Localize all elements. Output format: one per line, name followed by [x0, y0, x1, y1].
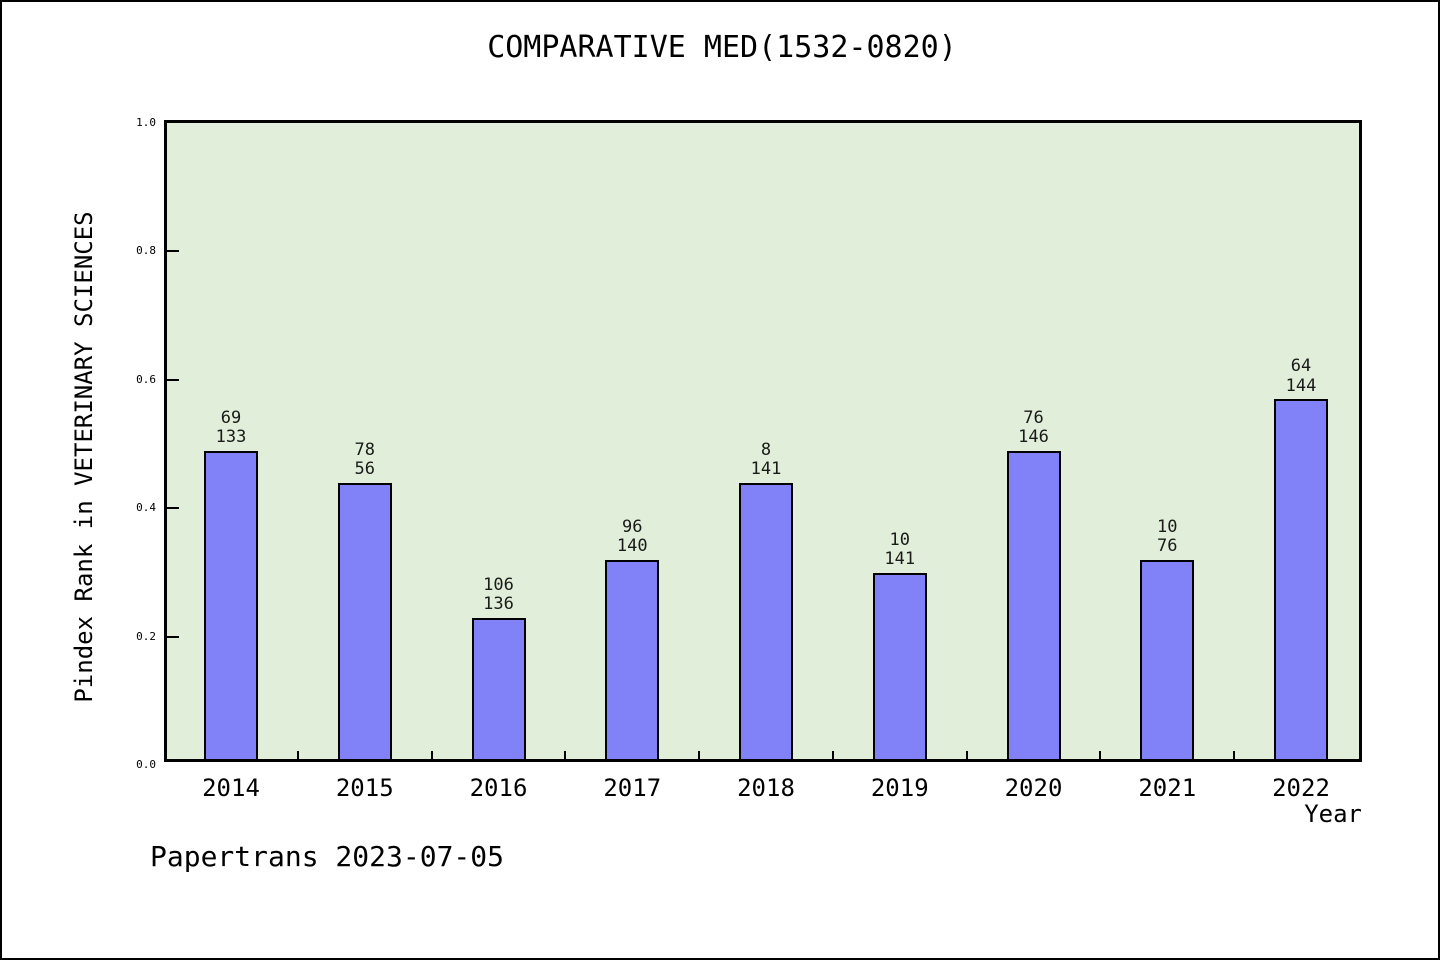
x-tick-label-2018: 2018: [737, 774, 795, 802]
bar-value-line: 8: [760, 439, 772, 460]
bar-value-label-2015: 78 56: [354, 439, 375, 480]
x-minor-tick: [430, 751, 433, 759]
y-tick-mark: [167, 507, 179, 510]
bar-value-line: 141: [884, 549, 916, 570]
y-tick-mark: [167, 250, 179, 253]
bar-2022: [1274, 399, 1328, 759]
bar-value-line: 144: [1285, 375, 1317, 396]
bar-2016: [471, 617, 526, 759]
bar-value-line: 64: [1290, 356, 1312, 377]
bar-value-label-2018: 8 141: [750, 439, 782, 480]
bar-value-line: 106: [483, 574, 514, 595]
chart-title: COMPARATIVE MED(1532-0820): [487, 30, 957, 65]
x-minor-tick: [564, 751, 567, 759]
bar-2015: [337, 482, 392, 759]
bar-value-label-2016: 106 136: [483, 574, 514, 615]
bar-value-label-2021: 10 76: [1157, 516, 1178, 557]
x-minor-tick: [965, 751, 968, 759]
x-tick-label-2017: 2017: [603, 774, 662, 802]
plot-area: 69 133 78 56 106 136 96 140 8 141 10 141 76 146 10 76 64…: [164, 120, 1362, 762]
x-minor-tick: [1233, 751, 1236, 759]
x-minor-tick: [698, 751, 701, 759]
bar-value-line: 141: [750, 459, 782, 480]
bar-value-label-2020: 76 146: [1018, 407, 1049, 448]
y-tick-mark: [167, 635, 179, 638]
footer-text: Papertrans 2023-07-05: [150, 840, 505, 873]
x-tick-label-2019: 2019: [870, 774, 929, 802]
bar-value-line: 78: [354, 439, 375, 460]
y-tick-label: 0.6: [136, 372, 156, 386]
bar-value-line: 133: [215, 427, 247, 448]
x-minor-tick: [831, 751, 834, 759]
bar-value-label-2017: 96 140: [616, 516, 648, 557]
bar-value-label-2022: 64 144: [1286, 357, 1317, 396]
y-tick-label: 0.4: [136, 501, 156, 515]
bar-value-line: 10: [889, 529, 910, 550]
y-tick-label: 1.0: [136, 116, 156, 129]
bar-value-line: 10: [1157, 516, 1178, 537]
x-tick-label-2014: 2014: [202, 774, 260, 802]
y-axis-title: Pindex Rank in VETERINARY SCIENCES: [70, 211, 98, 703]
bar-2018: [739, 482, 793, 759]
x-minor-tick: [1099, 751, 1102, 759]
bar-2019: [872, 572, 927, 759]
x-tick-label-2015: 2015: [335, 774, 394, 802]
bar-2017: [605, 559, 660, 759]
bar-value-line: 140: [616, 536, 648, 557]
bar-value-line: 136: [483, 594, 514, 615]
y-tick-label: 0.2: [136, 629, 156, 643]
bar-value-line: 69: [220, 407, 242, 428]
bar-value-label-2014: 69 133: [215, 407, 247, 448]
x-minor-tick: [296, 751, 299, 759]
y-tick-mark: [167, 378, 179, 381]
bar-value-line: 96: [622, 516, 643, 537]
x-tick-label-2021: 2021: [1138, 774, 1197, 802]
x-axis-title: Year: [1304, 800, 1362, 828]
bar-2014: [204, 450, 258, 759]
x-tick-label-2020: 2020: [1004, 774, 1063, 802]
bar-2021: [1140, 559, 1195, 759]
bar-value-label-2019: 10 141: [884, 529, 916, 570]
y-tick-label: 0.0: [136, 758, 156, 771]
x-tick-label-2016: 2016: [469, 774, 528, 802]
bar-value-line: 146: [1018, 427, 1049, 448]
bar-2020: [1006, 450, 1061, 759]
y-tick-label: 0.8: [136, 244, 156, 258]
bar-value-line: 56: [354, 459, 375, 480]
bar-value-line: 76: [1023, 407, 1044, 428]
bar-value-line: 76: [1157, 536, 1178, 557]
x-tick-label-2022: 2022: [1272, 774, 1330, 802]
